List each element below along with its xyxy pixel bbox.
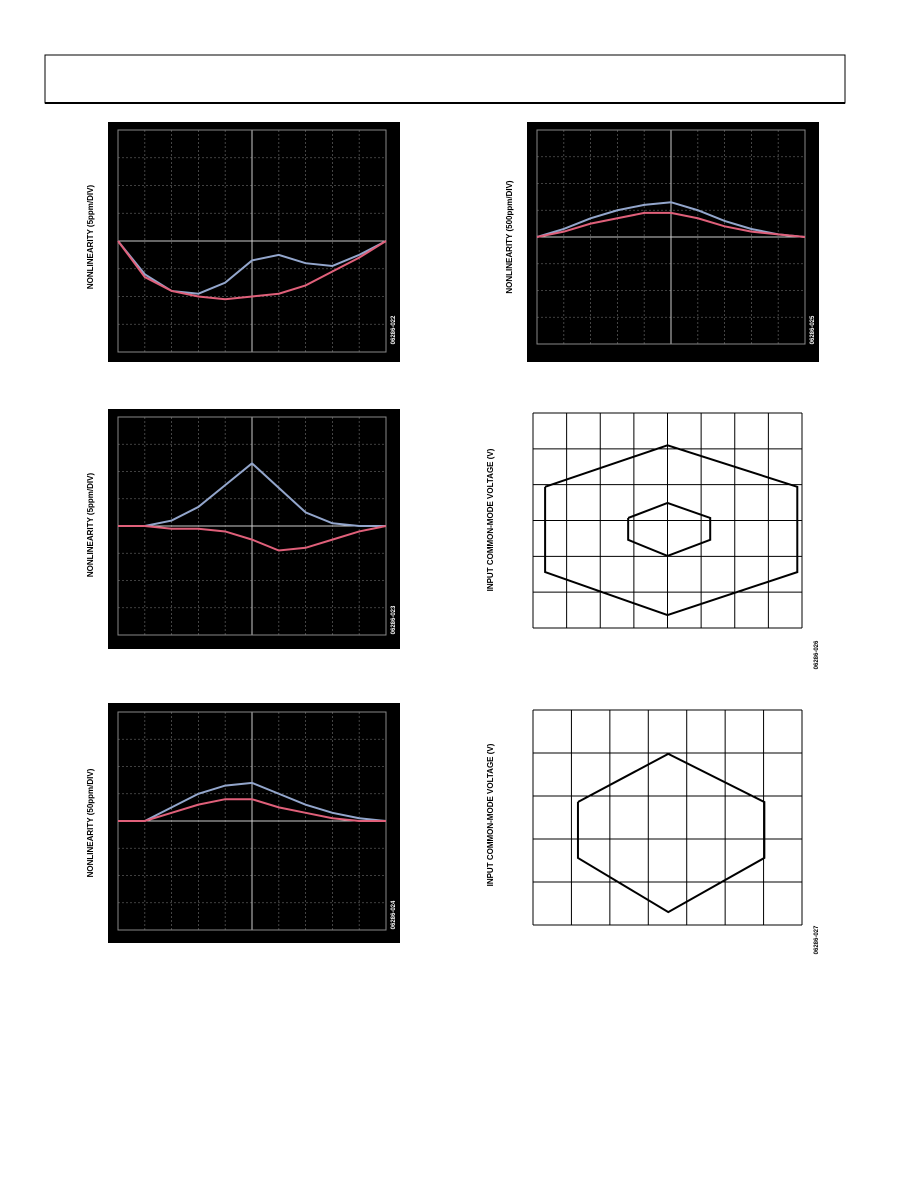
data-line [536, 201, 806, 238]
figure-code: 06286-022 [391, 315, 397, 344]
data-line [118, 462, 386, 527]
data-line [544, 444, 799, 617]
y-axis-label: INPUT COMMON-MODE VOLTAGE (V) [486, 448, 495, 591]
data-line [117, 240, 387, 301]
data-line [627, 501, 712, 558]
scope-panel [108, 409, 400, 649]
scope-panel [108, 122, 400, 362]
figure-code: 06286-023 [391, 605, 397, 634]
data-line [118, 781, 387, 822]
data-line [576, 752, 766, 914]
y-axis-label: NONLINEARITY (50ppm/DIV) [86, 768, 95, 877]
y-axis-label: NONLINEARITY (5ppm/DIV) [86, 473, 95, 578]
data-line [118, 798, 386, 822]
figure-code: 06286-024 [391, 900, 397, 929]
y-axis-label: NONLINEARITY (500ppm/DIV) [505, 180, 514, 294]
figure-code: 06286-026 [814, 640, 820, 669]
data-line [118, 525, 387, 552]
data-line [536, 211, 806, 238]
y-axis-label: INPUT COMMON-MODE VOLTAGE (V) [486, 743, 495, 886]
scope-panel [527, 122, 819, 362]
header-box [44, 54, 846, 104]
figure-code: 06286-027 [814, 925, 820, 954]
figure-code: 06286-025 [810, 315, 816, 344]
y-axis-label: NONLINEARITY (5ppm/DIV) [86, 185, 95, 290]
